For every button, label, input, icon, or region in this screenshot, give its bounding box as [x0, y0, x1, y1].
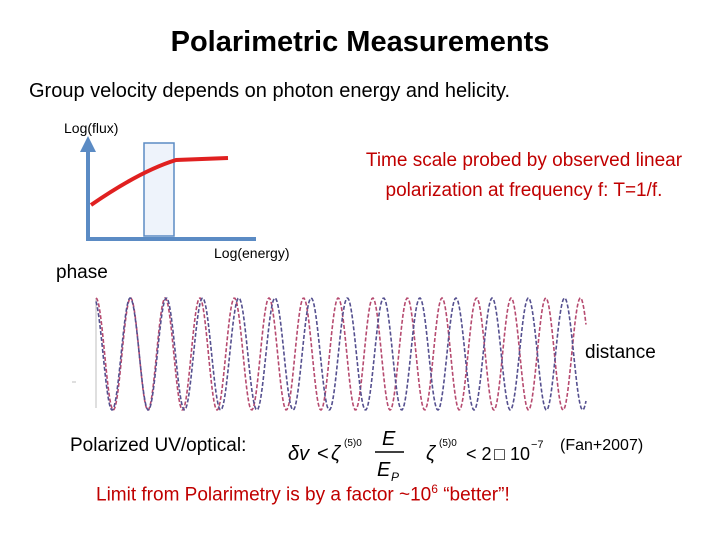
energy-axis-label: Log(energy)	[214, 245, 290, 261]
formula-zeta-2: ζ	[426, 443, 437, 465]
flux-axis-label: Log(flux)	[64, 120, 119, 136]
timescale-note: Time scale probed by observed linear pol…	[365, 150, 683, 201]
page-title: Polarimetric Measurements	[170, 26, 550, 58]
phase-waves	[95, 296, 587, 412]
formula-numerator: E	[382, 428, 396, 450]
limit-text: Limit from Polarimetry is by a factor ~1…	[96, 484, 432, 506]
phase-label: phase	[56, 262, 108, 283]
limit-text-end: “better”!	[437, 484, 510, 506]
formula-bound-prefix: < 2	[466, 444, 492, 464]
wave-red	[95, 296, 587, 412]
formula-box: □	[494, 444, 505, 464]
formula-zeta: ζ	[331, 443, 342, 465]
polarized-uv-label: Polarized UV/optical:	[70, 435, 247, 456]
formula-denominator-sub: P	[391, 470, 399, 484]
subtitle: Group velocity depends on photon energy …	[29, 80, 511, 102]
reference-label: (Fan+2007)	[560, 437, 644, 454]
flux-curve	[89, 156, 229, 207]
energy-band	[143, 142, 175, 237]
formula-exponent: −7	[531, 439, 544, 451]
wave-blue	[95, 296, 587, 412]
limit-statement: Limit from Polarimetry is by a factor ~1…	[96, 482, 510, 506]
formula-lt: <	[317, 443, 329, 465]
limit-exponent: 6	[431, 482, 438, 496]
formula-delta-v: δv	[288, 443, 310, 465]
formula-zeta-sup: (5)0	[344, 438, 362, 449]
formula-denominator: E	[377, 459, 391, 481]
formula-ten: 10	[510, 444, 530, 464]
group-velocity-formula: δv < ζ (5)0 E E P ζ (5)0 < 2 □ 10 −7	[288, 428, 544, 484]
formula-zeta-2-sup: (5)0	[439, 438, 457, 449]
y-axis-arrow-icon	[80, 136, 96, 152]
distance-label: distance	[585, 342, 656, 363]
